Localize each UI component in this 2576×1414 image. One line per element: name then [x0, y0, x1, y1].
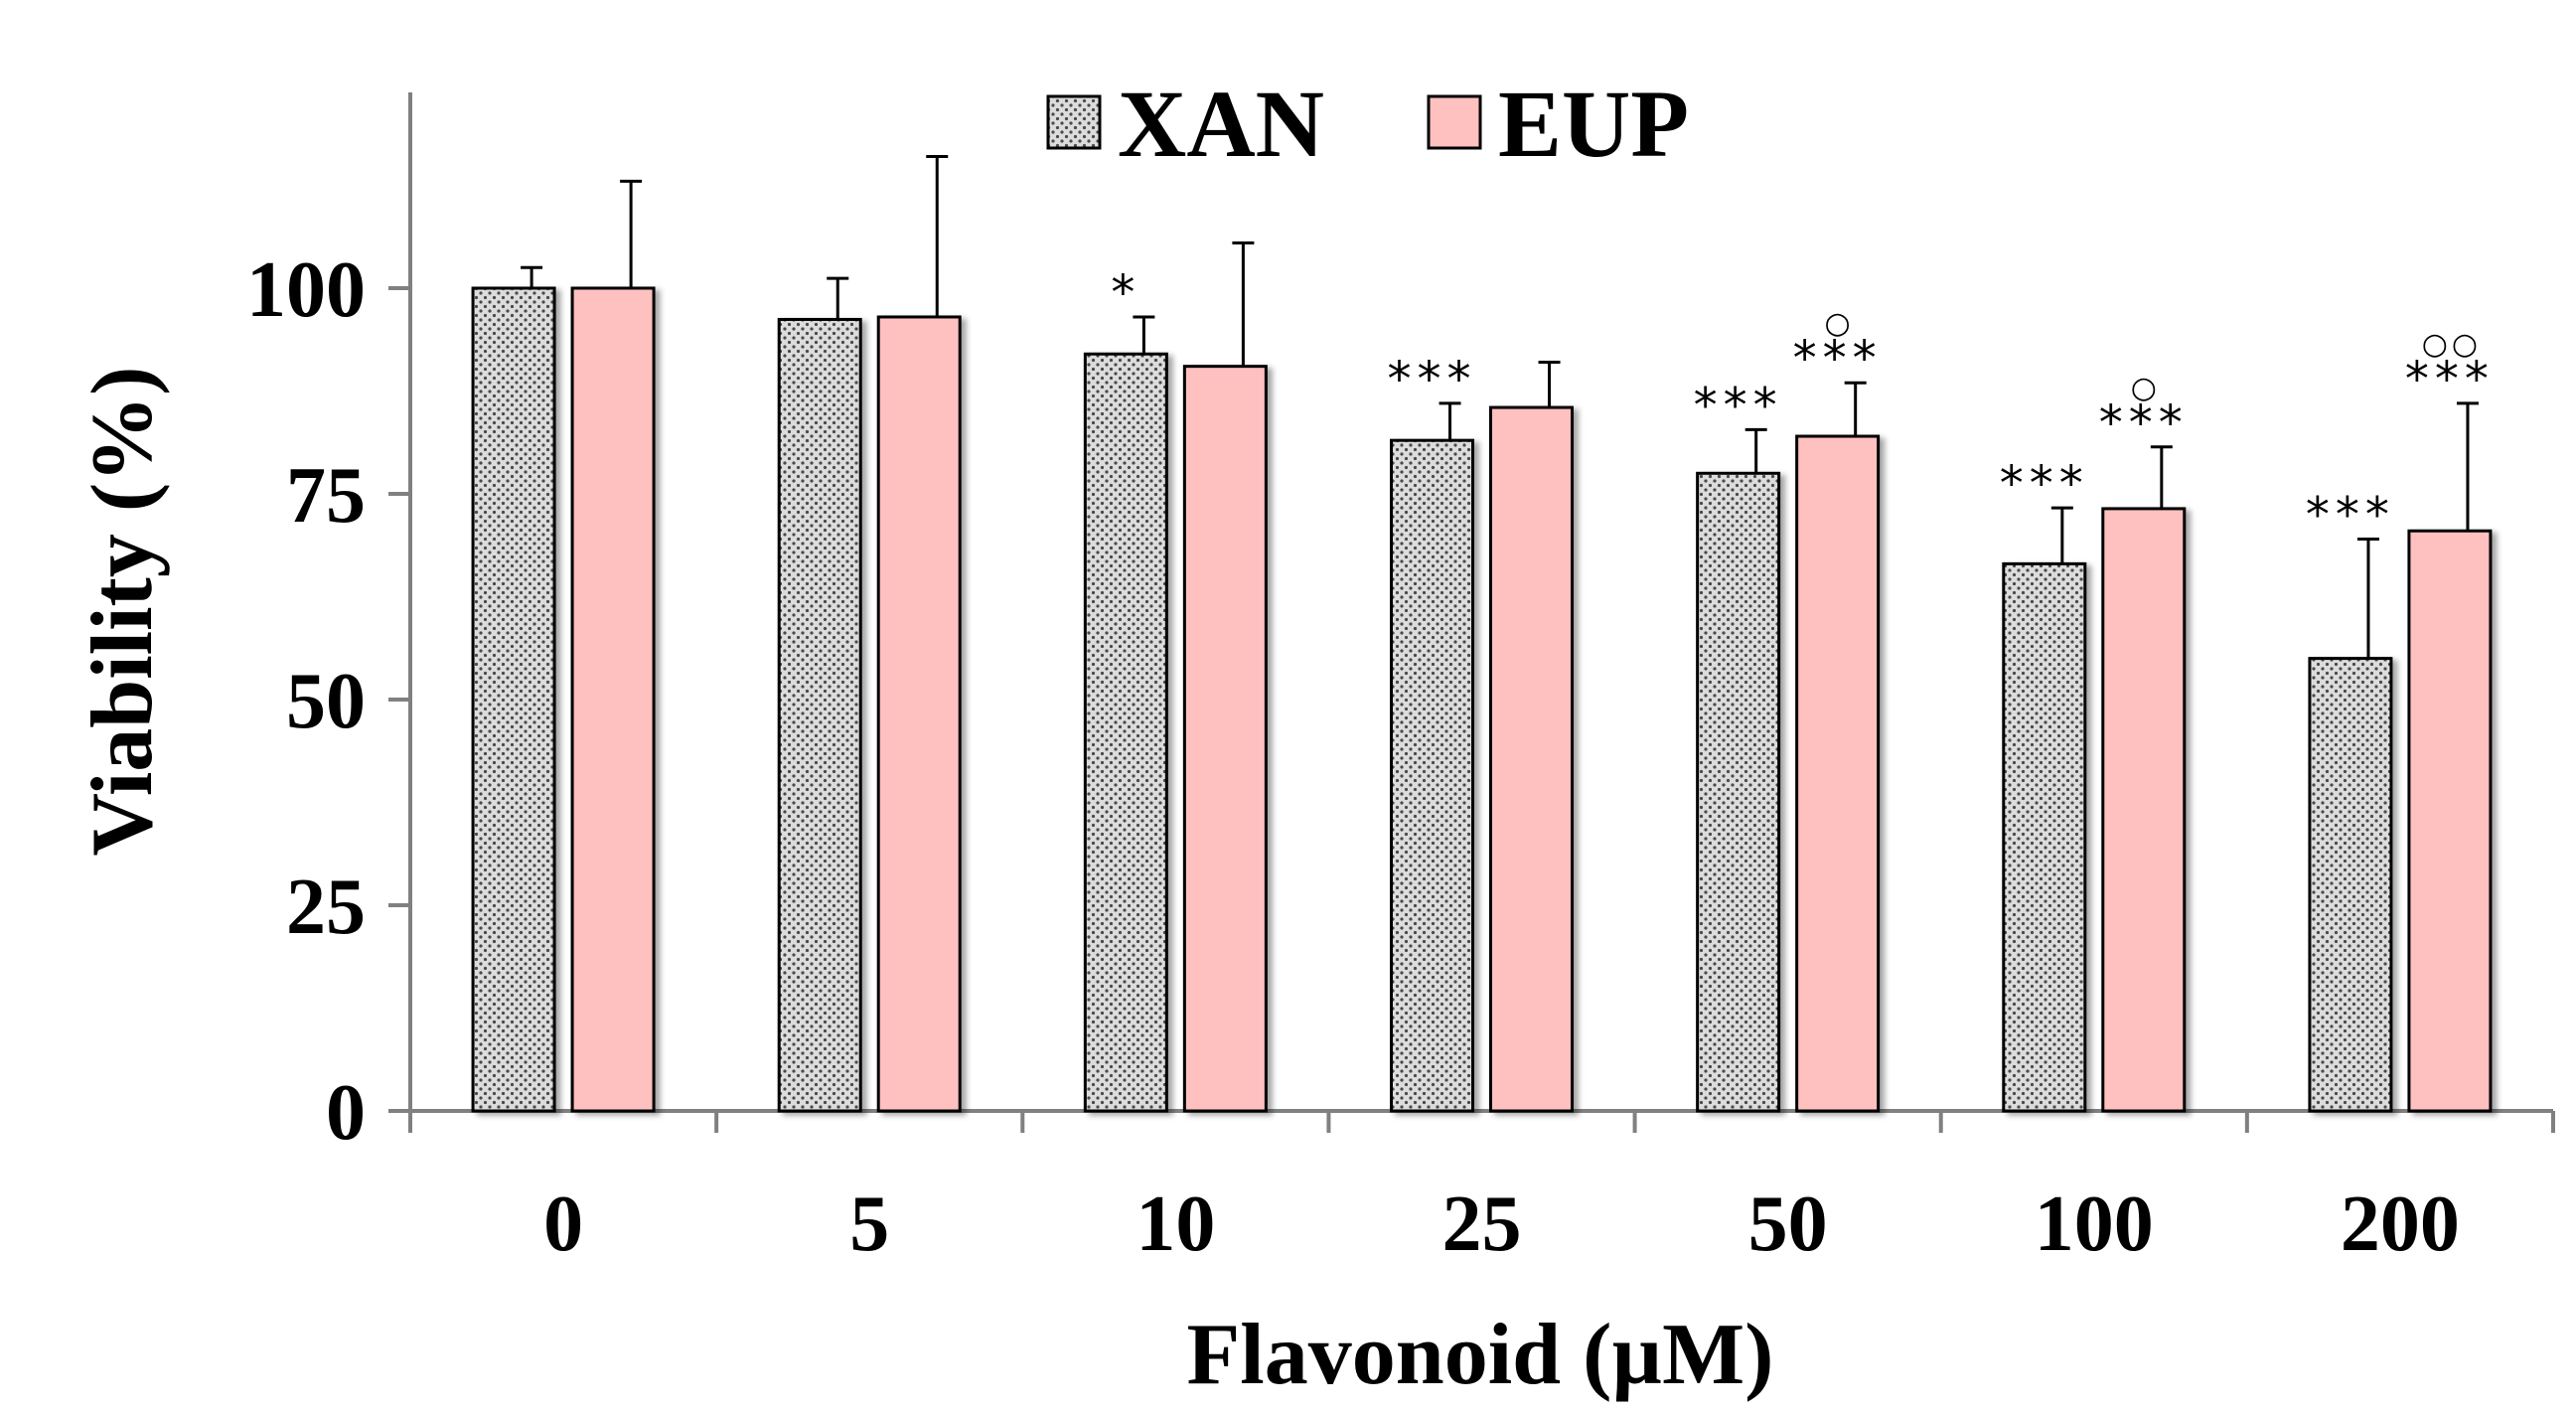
- significance-circle: ○: [1825, 306, 1855, 341]
- significance-star: ***: [1793, 331, 1883, 387]
- bar-eup-25: [1489, 405, 1574, 1113]
- error-bars: [521, 155, 2479, 659]
- x-tick-label: 10: [1136, 1180, 1215, 1268]
- bar-xan-0: [471, 286, 556, 1113]
- bar-xan-50: [1696, 471, 1781, 1113]
- significance-star: ***: [2000, 456, 2089, 512]
- bar-xan-200: [2308, 657, 2393, 1113]
- bar-eup-5: [876, 315, 962, 1113]
- legend-swatch-eup: [1427, 94, 1482, 150]
- legend-label-xan: XAN: [1118, 71, 1324, 177]
- x-tick-label: 25: [1442, 1180, 1522, 1268]
- y-tick-label: 50: [286, 658, 366, 745]
- significance-star: ***: [2099, 395, 2189, 451]
- legend-label-eup: EUP: [1498, 71, 1689, 177]
- significance-star: ***: [1388, 352, 1477, 407]
- significance-star: ***: [1694, 378, 1783, 433]
- y-ticks: 0 25 50 75 100: [246, 246, 410, 1157]
- bar-eup-50: [1795, 434, 1881, 1113]
- x-tick-label: 5: [849, 1180, 889, 1268]
- significance-circle: ○○: [2422, 327, 2482, 362]
- bars: [471, 286, 2493, 1113]
- x-tick-label: 200: [2341, 1180, 2460, 1268]
- x-axis-title: Flavonoid (µM): [1187, 1307, 1774, 1403]
- x-tick-label: 0: [543, 1180, 583, 1268]
- y-tick-label: 100: [246, 246, 366, 334]
- x-tick-label: 100: [2035, 1180, 2154, 1268]
- significance-star: ***: [2405, 352, 2495, 407]
- bar-eup-0: [570, 286, 656, 1113]
- bar-eup-200: [2407, 529, 2493, 1113]
- y-tick-label: 0: [326, 1069, 366, 1157]
- significance-annotations: **** ************○***○ ***○○: [1111, 265, 2495, 544]
- y-axis-title: Viability (%): [75, 367, 171, 857]
- significance-circle: ○: [2131, 371, 2161, 405]
- bar-xan-10: [1083, 352, 1168, 1113]
- bar-xan-25: [1390, 438, 1474, 1113]
- bar-xan-100: [2002, 561, 2087, 1113]
- y-tick-label: 75: [286, 452, 366, 540]
- significance-star: ***: [2306, 488, 2395, 544]
- significance-star: *: [1111, 265, 1140, 321]
- bar-xan-5: [777, 317, 862, 1113]
- bar-eup-100: [2101, 507, 2187, 1113]
- bar-eup-10: [1182, 365, 1268, 1113]
- x-tick-label: 50: [1748, 1180, 1828, 1268]
- legend-swatch-xan: [1046, 94, 1102, 150]
- y-tick-label: 25: [286, 864, 366, 951]
- axes: [408, 92, 2553, 1113]
- legend: XAN EUP: [1046, 71, 1689, 177]
- x-ticks: 0 5 10 25 50 100 200: [408, 1111, 2555, 1268]
